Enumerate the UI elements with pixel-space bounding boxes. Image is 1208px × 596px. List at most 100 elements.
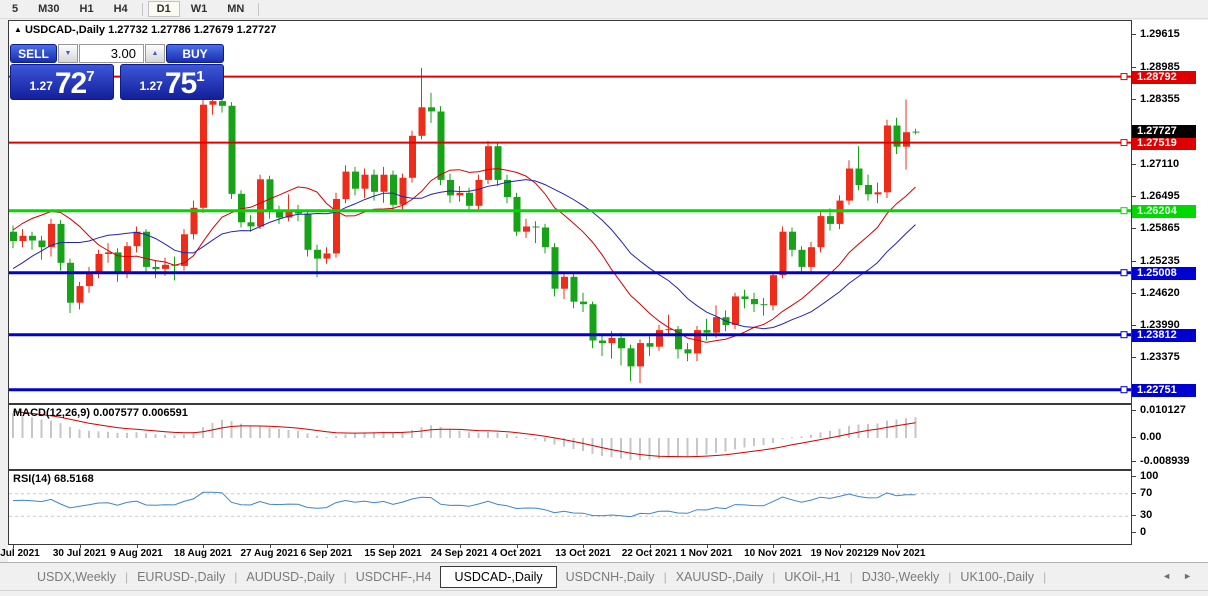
chart-symbol-label: USDCAD-,Daily bbox=[24, 24, 106, 36]
date-tick bbox=[839, 545, 841, 548]
macd-indicator-pane[interactable]: MACD(12,26,9) 0.007577 0.006591 bbox=[8, 404, 1132, 470]
volume-field[interactable]: 3.00 bbox=[79, 44, 144, 63]
price-axis-tick bbox=[1132, 99, 1136, 101]
rsi-indicator-pane[interactable]: RSI(14) 68.5168 bbox=[8, 470, 1132, 545]
price-level-badge-1.23812: 1.23812 bbox=[1132, 328, 1196, 342]
chart-title: ▲ USDCAD-,Daily 1.27732 1.27786 1.27679 … bbox=[14, 24, 276, 36]
tab-usdcad-daily[interactable]: USDCAD-,Daily bbox=[440, 565, 557, 588]
collapse-chart-icon[interactable]: ▲ bbox=[14, 25, 22, 34]
tab-scroll-left-icon[interactable]: ◄ bbox=[1162, 571, 1172, 581]
rsi-axis-label: 100 bbox=[1140, 470, 1159, 482]
buy-price-big: 75 bbox=[164, 67, 197, 100]
date-label: 29 Nov 2021 bbox=[867, 548, 926, 559]
price-axis-tick bbox=[1132, 66, 1136, 68]
tab-usdcnh-daily[interactable]: USDCNH-,Daily bbox=[565, 569, 655, 584]
date-tick bbox=[393, 545, 394, 548]
volume-increase-button[interactable]: ▲ bbox=[145, 44, 165, 63]
date-tick bbox=[896, 545, 898, 548]
current-price-badge: 1.27727 bbox=[1132, 124, 1196, 138]
chart-ohlc-label: 1.27732 1.27786 1.27679 1.27727 bbox=[108, 24, 277, 36]
price-axis-tick bbox=[1132, 357, 1136, 359]
price-axis-label: 1.28355 bbox=[1140, 93, 1180, 106]
timeframe-button-5[interactable]: 5 bbox=[12, 3, 19, 15]
rsi-canvas[interactable] bbox=[9, 471, 1131, 544]
date-tick bbox=[459, 545, 461, 548]
date-tick bbox=[326, 545, 328, 548]
timeframe-button-h1[interactable]: H1 bbox=[79, 3, 94, 15]
line-handle-1.23812[interactable] bbox=[1120, 331, 1128, 339]
macd-label: MACD(12,26,9) 0.007577 0.006591 bbox=[13, 407, 188, 419]
macd-axis-label: 0.00 bbox=[1140, 431, 1162, 443]
sell-price-panel[interactable]: 1.27 72 7 bbox=[10, 64, 114, 100]
price-level-badge-1.27519: 1.27519 bbox=[1132, 136, 1196, 150]
price-level-badge-1.25008: 1.25008 bbox=[1132, 266, 1196, 280]
date-label: 15 Sep 2021 bbox=[364, 548, 422, 559]
line-handle-1.28792[interactable] bbox=[1120, 73, 1128, 81]
moving-average-13 bbox=[12, 168, 916, 343]
tab-scroll-right-icon[interactable]: ► bbox=[1183, 571, 1192, 581]
price-level-badge-1.28792: 1.28792 bbox=[1132, 70, 1196, 84]
line-handle-1.26204[interactable] bbox=[1120, 207, 1128, 215]
tab-separator: | bbox=[1043, 569, 1047, 584]
rsi-axis-tick bbox=[1132, 532, 1136, 533]
candlestick-canvas[interactable] bbox=[9, 21, 1131, 403]
date-label: 21 Jul 2021 bbox=[0, 548, 40, 559]
volume-decrease-button[interactable]: ▼ bbox=[58, 44, 78, 63]
price-axis-tick bbox=[1132, 228, 1136, 230]
buy-button[interactable]: BUY bbox=[166, 44, 224, 63]
tab-separator: | bbox=[343, 569, 347, 584]
tab-audusd-daily[interactable]: AUDUSD-,Daily bbox=[246, 569, 335, 584]
main-chart-pane[interactable]: ▲ USDCAD-,Daily 1.27732 1.27786 1.27679 … bbox=[8, 20, 1132, 404]
tab-ukoil-h1[interactable]: UKOil-,H1 bbox=[784, 569, 841, 584]
buy-price-pip: 1 bbox=[196, 68, 205, 85]
sell-price-pip: 7 bbox=[86, 68, 95, 85]
tab-separator: | bbox=[948, 569, 952, 584]
sell-button[interactable]: SELL bbox=[10, 44, 57, 63]
price-axis-label: 1.25865 bbox=[1140, 222, 1180, 235]
tab-dj30-weekly[interactable]: DJ30-,Weekly bbox=[861, 569, 940, 584]
date-label: 4 Oct 2021 bbox=[491, 548, 542, 559]
line-handle-1.22751[interactable] bbox=[1120, 386, 1128, 394]
macd-canvas[interactable] bbox=[9, 405, 1131, 469]
date-label: 9 Aug 2021 bbox=[110, 548, 163, 559]
date-tick bbox=[706, 545, 708, 548]
line-handle-1.27519[interactable] bbox=[1120, 139, 1128, 147]
price-axis[interactable]: 1.29615 1.28985 1.28355 1.27110 1.26495 1.258… bbox=[1132, 20, 1208, 562]
date-label: 19 Nov 2021 bbox=[810, 548, 869, 559]
price-axis-label: 1.26495 bbox=[1140, 189, 1180, 202]
tab-usdx-weekly[interactable]: USDX,Weekly bbox=[37, 569, 116, 584]
price-axis-label: 1.23990 bbox=[1140, 319, 1180, 332]
macd-histogram bbox=[12, 413, 917, 460]
price-axis-label: 1.25235 bbox=[1140, 254, 1180, 267]
date-tick bbox=[516, 545, 518, 548]
line-handle-1.25008[interactable] bbox=[1120, 269, 1128, 277]
timeframe-button-m30[interactable]: M30 bbox=[38, 3, 60, 15]
rsi-label: RSI(14) 68.5168 bbox=[13, 473, 94, 485]
timeframe-button-w1[interactable]: W1 bbox=[190, 3, 208, 15]
tab-separator: | bbox=[849, 569, 853, 584]
macd-axis-tick bbox=[1132, 461, 1136, 463]
tab-eurusd-daily[interactable]: EURUSD-,Daily bbox=[137, 569, 226, 584]
tab-scroll-buttons: ◄ ► bbox=[1150, 571, 1192, 581]
tab-usdchf-h4[interactable]: USDCHF-,H4 bbox=[355, 569, 432, 584]
rsi-axis-tick bbox=[1132, 476, 1136, 477]
buy-price-panel[interactable]: 1.27 75 1 bbox=[120, 64, 224, 100]
date-tick bbox=[13, 545, 14, 548]
tab-uk100-daily[interactable]: UK100-,Daily bbox=[960, 569, 1035, 584]
date-tick bbox=[203, 545, 204, 548]
timeframe-button-d1[interactable]: D1 bbox=[147, 1, 180, 17]
price-level-badge-1.22751: 1.22751 bbox=[1132, 383, 1196, 397]
timeframe-button-mn[interactable]: MN bbox=[227, 3, 245, 15]
macd-axis-label: 0.010127 bbox=[1140, 403, 1186, 416]
buy-button-label: BUY bbox=[182, 46, 208, 61]
moving-average-21 bbox=[12, 179, 916, 330]
price-axis-label: 1.29615 bbox=[1140, 28, 1180, 40]
tab-separator: | bbox=[124, 569, 129, 584]
tab-separator: | bbox=[234, 569, 238, 584]
toolbar-separator bbox=[141, 2, 143, 16]
sell-price-big: 72 bbox=[54, 67, 87, 100]
timeframe-button-h4[interactable]: H4 bbox=[113, 3, 128, 15]
tab-xauusd-daily[interactable]: XAUUSD-,Daily bbox=[675, 569, 764, 584]
tab-separator: | bbox=[772, 569, 776, 584]
